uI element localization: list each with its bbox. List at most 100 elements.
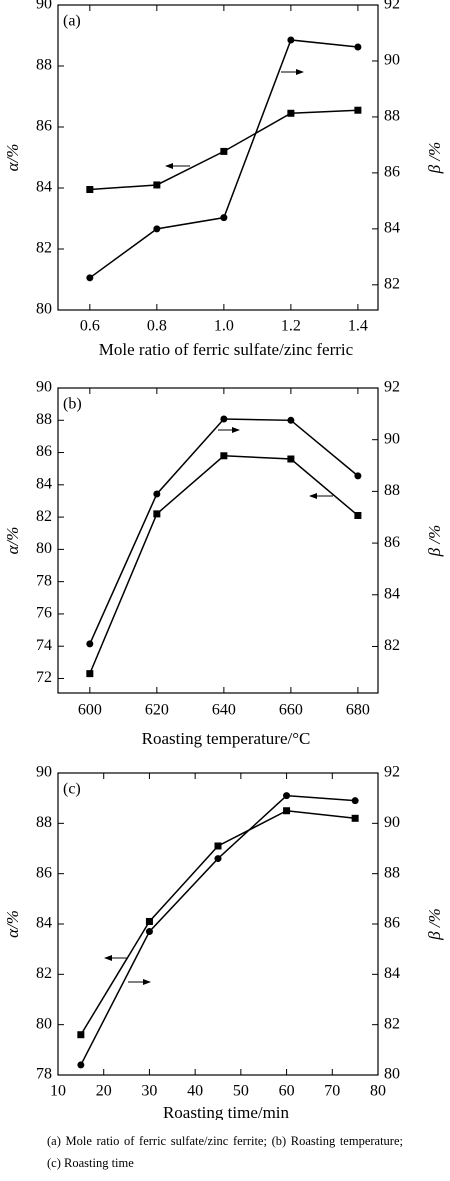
x-tick-label: 660 <box>279 702 303 719</box>
panel-label: (a) <box>63 13 81 30</box>
circle-marker <box>354 472 362 480</box>
y2-tick-label: 82 <box>384 1015 400 1032</box>
y-axis-label: α/% <box>3 144 22 172</box>
circle-marker <box>145 928 153 936</box>
x-tick-label: 1.2 <box>281 318 301 335</box>
x-tick-label: 50 <box>233 1083 249 1100</box>
x-axis-label: Mole ratio of ferric sulfate/zinc ferric <box>99 340 354 359</box>
square-marker <box>287 109 295 117</box>
y2-tick-label: 90 <box>384 814 400 831</box>
square-marker <box>220 147 228 155</box>
square-marker <box>283 807 291 815</box>
x-tick-label: 40 <box>187 1083 203 1100</box>
square-marker <box>86 670 94 678</box>
square-marker <box>354 511 362 519</box>
x-tick-label: 1.4 <box>348 318 368 335</box>
panel-label: (c) <box>63 781 81 798</box>
y2-axis-label: β /% <box>425 908 444 941</box>
x-tick-label: 80 <box>370 1083 386 1100</box>
y2-tick-label: 84 <box>384 585 400 602</box>
y2-tick-label: 90 <box>384 430 400 447</box>
y2-tick-label: 86 <box>384 915 400 932</box>
x-axis-label: Roasting time/min <box>163 1103 290 1120</box>
y-tick-label: 90 <box>36 379 52 396</box>
square-marker <box>351 814 359 822</box>
x-tick-label: 680 <box>346 702 370 719</box>
caption: (a) Mole ratio of ferric sulfate/zinc fe… <box>47 1134 403 1170</box>
square-marker <box>153 510 161 518</box>
square-marker <box>145 917 153 925</box>
y-tick-label: 82 <box>36 240 52 257</box>
panel-label: (b) <box>63 396 82 413</box>
y2-axis-label: β /% <box>425 525 444 558</box>
y2-tick-label: 88 <box>384 482 400 499</box>
y-tick-label: 88 <box>36 814 52 831</box>
circle-marker <box>354 43 362 51</box>
y2-tick-label: 88 <box>384 864 400 881</box>
y-axis-label: α/% <box>3 910 22 938</box>
x-tick-label: 10 <box>50 1083 66 1100</box>
x-tick-label: 0.8 <box>147 318 167 335</box>
y-tick-label: 78 <box>36 1066 52 1083</box>
y-tick-label: 88 <box>36 411 52 428</box>
square-marker <box>77 1031 85 1039</box>
circle-marker <box>86 274 94 282</box>
series-line <box>80 794 356 1066</box>
square-marker <box>214 842 222 850</box>
circle-marker <box>214 855 222 863</box>
y-tick-label: 80 <box>36 301 52 318</box>
y2-tick-label: 88 <box>384 108 400 125</box>
y2-tick-label: 86 <box>384 164 400 181</box>
circle-marker <box>220 415 228 423</box>
plot-frame <box>57 387 379 694</box>
series-line <box>89 39 358 279</box>
x-tick-label: 1.0 <box>214 318 234 335</box>
series-line <box>89 455 359 674</box>
x-tick-label: 20 <box>96 1083 112 1100</box>
y-tick-label: 84 <box>36 915 52 932</box>
y-tick-label: 90 <box>36 764 52 781</box>
x-tick-label: 70 <box>324 1083 340 1100</box>
x-tick-label: 620 <box>145 702 169 719</box>
x-tick-label: 640 <box>212 702 236 719</box>
y2-tick-label: 92 <box>384 764 400 781</box>
x-tick-label: 600 <box>78 702 102 719</box>
y2-tick-label: 92 <box>384 0 400 13</box>
circle-marker <box>351 797 359 805</box>
y-axis-label: α/% <box>3 527 22 555</box>
circle-marker <box>77 1061 85 1069</box>
square-marker <box>354 106 362 114</box>
y2-tick-label: 84 <box>384 220 400 237</box>
circle-marker <box>220 214 228 222</box>
x-tick-label: 30 <box>141 1083 157 1100</box>
y-tick-label: 82 <box>36 508 52 525</box>
square-marker <box>220 452 228 460</box>
y-tick-label: 88 <box>36 57 52 74</box>
y2-tick-label: 82 <box>384 637 400 654</box>
y-tick-label: 74 <box>36 637 52 654</box>
circle-marker <box>86 640 94 648</box>
x-tick-label: 0.6 <box>80 318 100 335</box>
y2-tick-label: 86 <box>384 534 400 551</box>
x-tick-label: 60 <box>279 1083 295 1100</box>
plot-frame <box>57 4 379 311</box>
plot-frame <box>57 772 379 1076</box>
circle-marker <box>283 792 291 800</box>
circle-marker <box>153 490 161 498</box>
y-tick-label: 82 <box>36 965 52 982</box>
square-marker <box>86 186 94 194</box>
y-tick-label: 76 <box>36 605 52 622</box>
y-tick-label: 86 <box>36 864 52 881</box>
y2-tick-label: 90 <box>384 52 400 69</box>
y-tick-label: 84 <box>36 475 52 492</box>
circle-marker <box>287 36 295 44</box>
y2-axis-label: β /% <box>425 142 444 175</box>
x-axis-label: Roasting temperature/°C <box>142 729 311 748</box>
y2-tick-label: 92 <box>384 379 400 396</box>
y-tick-label: 86 <box>36 443 52 460</box>
y2-tick-label: 82 <box>384 275 400 292</box>
y-tick-label: 80 <box>36 1015 52 1032</box>
figure: 0.6 0.8 1.0 1.2 1.4 80 82 84 86 88 90 82 84 86 88 90 92 (… <box>3 0 444 1122</box>
y-tick-label: 84 <box>36 179 52 196</box>
